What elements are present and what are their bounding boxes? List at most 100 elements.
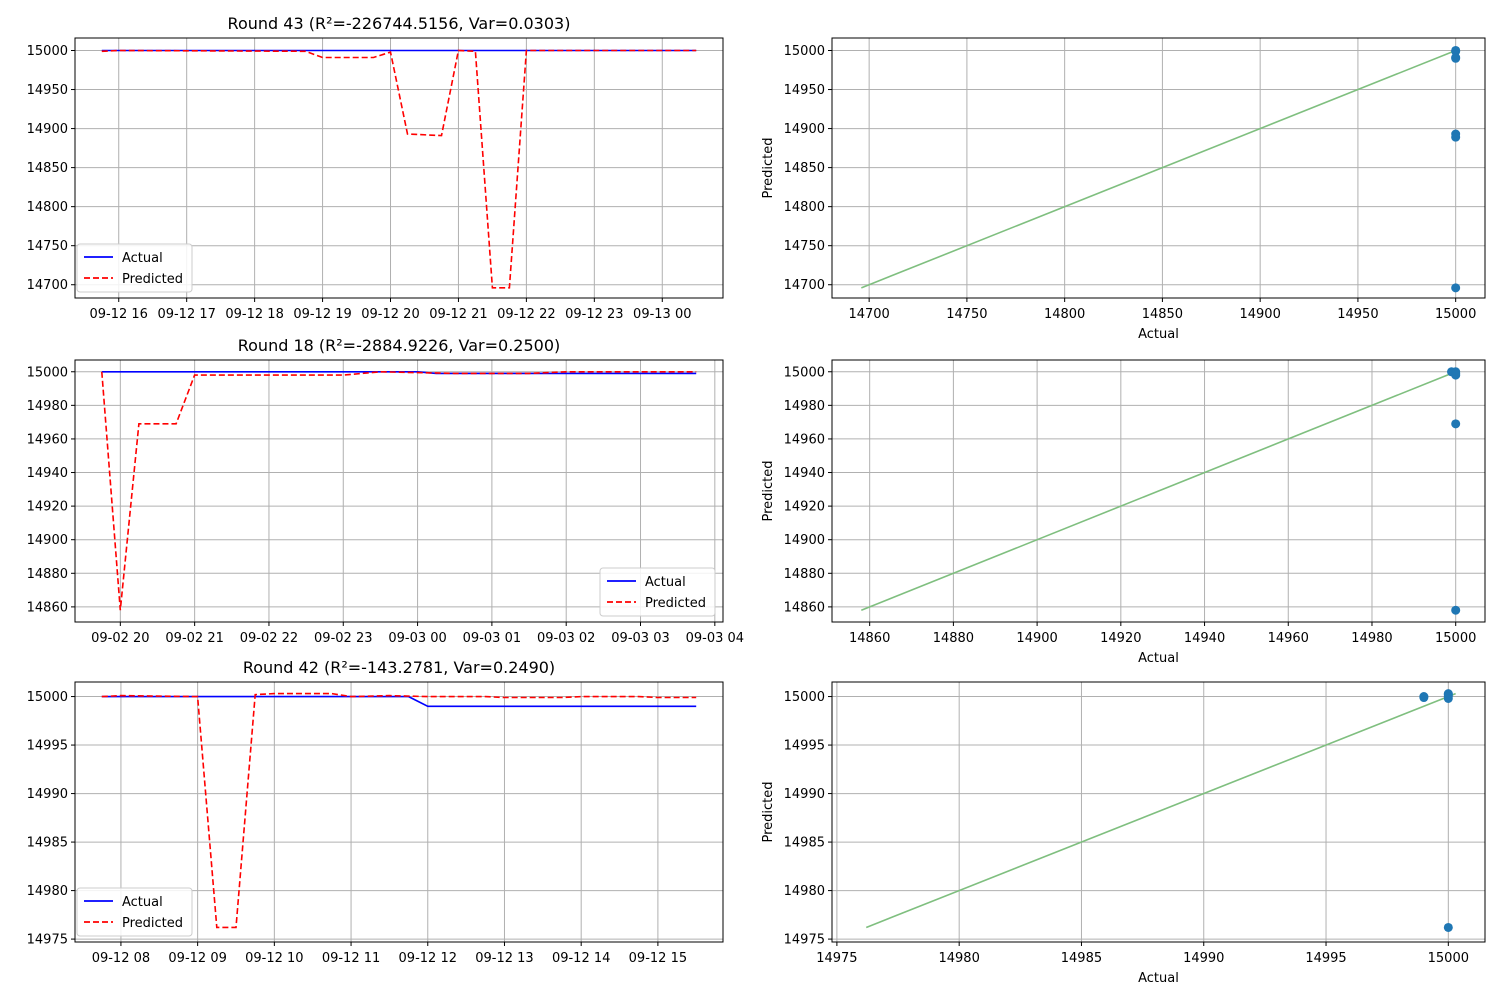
x-tick-label: 09-12 17 <box>157 307 215 322</box>
legend-label: Predicted <box>645 596 706 611</box>
chart-panel-4: 09-12 08 09-12 09 09-12 10 09-12 11 09-12 12… <box>27 658 724 966</box>
x-tick-label: 09-12 09 <box>168 951 226 966</box>
x-tick-label: 14800 <box>1044 307 1085 322</box>
x-tick-label: 09-12 10 <box>245 951 303 966</box>
y-axis-label: Predicted <box>761 137 776 198</box>
series-line-predicted <box>101 49 697 289</box>
x-tick-label: 09-02 23 <box>314 631 372 646</box>
legend-box <box>76 243 193 293</box>
y-tick-label: 14995 <box>784 739 825 754</box>
x-tick-label: 09-12 23 <box>565 307 623 322</box>
y-axis: 15000 14950 14900 14850 14800 14750 14700 <box>27 44 75 293</box>
legend-label: Actual <box>122 895 163 910</box>
x-tick-label: 09-12 16 <box>90 307 148 322</box>
grid <box>832 38 1485 298</box>
plot-area <box>865 689 1456 932</box>
y-tick-label: 14980 <box>27 399 68 414</box>
y-tick-label: 14920 <box>784 500 825 515</box>
y-tick-label: 15000 <box>784 44 825 59</box>
y-tick-label: 14900 <box>27 533 68 548</box>
y-tick-label: 15000 <box>27 44 68 59</box>
x-tick-label: 15000 <box>1428 951 1469 966</box>
x-tick-label: 14860 <box>849 631 890 646</box>
legend-box <box>76 887 193 937</box>
y-tick-label: 14800 <box>27 200 68 215</box>
x-tick-label: 09-12 15 <box>629 951 687 966</box>
x-tick-label: 15000 <box>1435 631 1476 646</box>
y-tick-label: 14860 <box>27 600 68 615</box>
y-tick-label: 14985 <box>784 836 825 851</box>
legend-label: Predicted <box>122 916 183 931</box>
y-tick-label: 15000 <box>784 365 825 380</box>
grid <box>832 682 1485 942</box>
x-tick-label: 14940 <box>1184 631 1225 646</box>
plot-frame <box>74 37 724 299</box>
y-axis: 15000 14995 14990 14985 14980 14975 <box>27 690 75 948</box>
x-tick-label: 14990 <box>1183 951 1224 966</box>
y-tick-label: 14880 <box>27 567 68 582</box>
y-tick-label: 15000 <box>27 690 68 705</box>
y-tick-label: 14995 <box>27 739 68 754</box>
plot-area <box>861 45 1461 293</box>
x-tick-label: 14850 <box>1142 307 1183 322</box>
y-tick-label: 14880 <box>784 567 825 582</box>
chart-title: Round 42 (R²=-143.2781, Var=0.2490) <box>243 658 555 677</box>
x-tick-label: 09-03 04 <box>686 631 744 646</box>
x-tick-label: 14980 <box>1351 631 1392 646</box>
chart-panel-3: 14860 14880 14900 14920 14940 14960 14980 15000… <box>761 359 1486 666</box>
plot-frame <box>831 681 1486 943</box>
y-tick-label: 14900 <box>27 122 68 137</box>
y-tick-label: 14990 <box>27 787 68 802</box>
scatter-point <box>1451 46 1461 56</box>
x-tick-label: 14975 <box>816 951 857 966</box>
x-tick-label: 09-12 22 <box>497 307 555 322</box>
x-tick-label: 14960 <box>1268 631 1309 646</box>
x-tick-label: 09-12 13 <box>475 951 533 966</box>
scatter-point <box>1451 132 1461 142</box>
legend-label: Actual <box>645 575 686 590</box>
scatter-point <box>1451 283 1461 293</box>
legend-box <box>599 567 716 617</box>
x-tick-label: 09-12 20 <box>361 307 419 322</box>
x-tick-label: 09-03 00 <box>388 631 446 646</box>
y-tick-label: 14990 <box>784 787 825 802</box>
plot-frame <box>831 359 1486 623</box>
x-tick-label: 09-12 11 <box>322 951 380 966</box>
y-tick-label: 14700 <box>27 278 68 293</box>
y-tick-label: 14950 <box>27 83 68 98</box>
x-axis: 09-02 20 09-02 21 09-02 22 09-02 23 09-03 00… <box>91 622 744 646</box>
y-tick-label: 14900 <box>784 122 825 137</box>
series-line-actual <box>101 695 697 708</box>
y-tick-label: 14980 <box>784 884 825 899</box>
y-tick-label: 14960 <box>27 432 68 447</box>
y-axis: 15000 14980 14960 14940 14920 14900 14880 14860 <box>784 365 832 615</box>
x-tick-label: 14900 <box>1239 307 1280 322</box>
x-tick-label: 14980 <box>938 951 979 966</box>
x-tick-label: 14920 <box>1100 631 1141 646</box>
y-tick-label: 14980 <box>784 399 825 414</box>
x-axis-label: Actual <box>1138 971 1179 986</box>
legend: Actual Predicted <box>76 243 193 293</box>
y-tick-label: 14975 <box>784 933 825 948</box>
x-tick-label: 14995 <box>1305 951 1346 966</box>
x-axis: 14860 14880 14900 14920 14940 14960 14980 15000 <box>849 622 1476 646</box>
x-tick-label: 09-12 18 <box>225 307 283 322</box>
x-tick-label: 09-12 19 <box>293 307 351 322</box>
y-tick-label: 14850 <box>27 161 68 176</box>
plot-area <box>101 370 697 611</box>
y-tick-label: 14750 <box>27 239 68 254</box>
chart-panel-1: 14700 14750 14800 14850 14900 14950 1500015000… <box>761 37 1486 342</box>
y-tick-label: 14900 <box>784 533 825 548</box>
legend-label: Actual <box>122 251 163 266</box>
plot-frame <box>74 681 724 943</box>
plot-area <box>101 49 697 289</box>
plot-frame <box>831 37 1486 299</box>
legend: Actual Predicted <box>599 567 716 617</box>
plot-frame <box>74 359 724 623</box>
x-tick-label: 09-03 01 <box>463 631 521 646</box>
x-axis: 09-12 16 09-12 17 09-12 18 09-12 19 09-12 20… <box>90 298 692 322</box>
x-tick-label: 09-03 02 <box>537 631 595 646</box>
scatter-point <box>1451 605 1461 615</box>
grid <box>832 360 1485 622</box>
